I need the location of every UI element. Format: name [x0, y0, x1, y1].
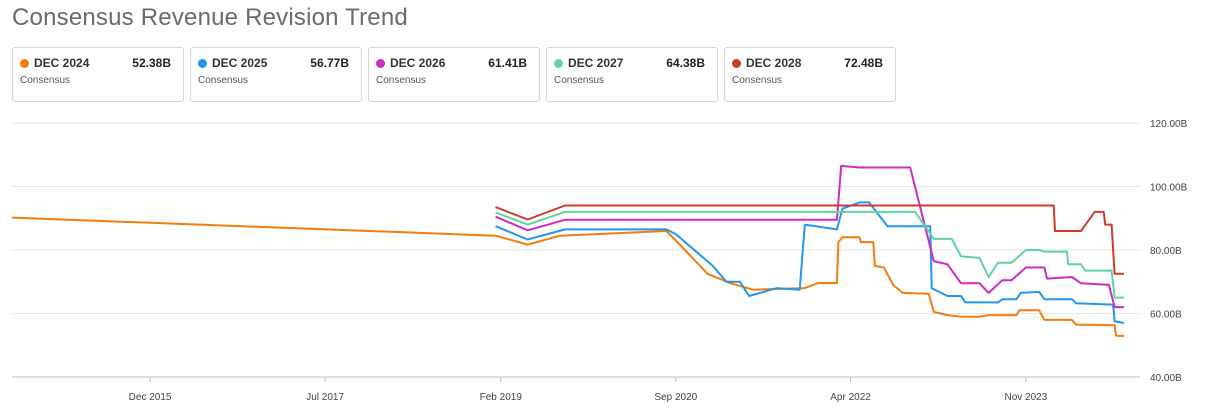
- series-value: 64.38B: [666, 56, 705, 70]
- series-subtitle: Consensus: [732, 75, 783, 86]
- series-color-dot: [198, 59, 207, 68]
- x-tick-label: Dec 2015: [129, 392, 172, 403]
- legend-card-dec-2024[interactable]: DEC 2024 52.38B Consensus: [12, 47, 184, 102]
- series-line-dec-2024[interactable]: [11, 216, 1125, 337]
- y-tick-label: 80.00B: [1150, 246, 1182, 257]
- legend-card-dec-2027[interactable]: DEC 2027 64.38B Consensus: [546, 47, 718, 102]
- series-line-dec-2025[interactable]: [495, 201, 1125, 324]
- y-tick-label: 40.00B: [1150, 373, 1182, 384]
- series-subtitle: Consensus: [554, 75, 605, 86]
- series-value: 52.38B: [132, 56, 171, 70]
- y-axis: 40.00B 60.00B 80.00B 100.00B 120.00B: [1150, 119, 1188, 384]
- series-line-dec-2027[interactable]: [495, 210, 1124, 299]
- legend-card-dec-2028[interactable]: DEC 2028 72.48B Consensus: [724, 47, 896, 102]
- series-value: 72.48B: [844, 56, 883, 70]
- y-tick-label: 60.00B: [1150, 310, 1182, 321]
- legend-card-dec-2026[interactable]: DEC 2026 61.41B Consensus: [368, 47, 540, 102]
- x-tick-label: Nov 2023: [1004, 392, 1047, 403]
- series-subtitle: Consensus: [198, 75, 249, 86]
- x-axis: Dec 2015 Jul 2017 Feb 2019 Sep 2020 Apr 2022…: [129, 377, 1048, 403]
- series-name: DEC 2028: [746, 56, 802, 70]
- series-name: DEC 2027: [568, 56, 624, 70]
- series-subtitle: Consensus: [376, 75, 427, 86]
- series-value: 61.41B: [488, 56, 527, 70]
- series-color-dot: [20, 59, 29, 68]
- grid-lines: [12, 122, 1140, 378]
- series-name: DEC 2026: [390, 56, 446, 70]
- series-subtitle: Consensus: [20, 75, 71, 86]
- x-tick-label: Sep 2020: [654, 392, 697, 403]
- x-tick-label: Apr 2022: [830, 392, 871, 403]
- series-line-dec-2026[interactable]: [495, 164, 1124, 309]
- series-color-dot: [732, 59, 741, 68]
- series-lines: [11, 164, 1125, 337]
- series-value: 56.77B: [310, 56, 349, 70]
- series-color-dot: [376, 59, 385, 68]
- series-name: DEC 2024: [34, 56, 90, 70]
- series-line-dec-2028[interactable]: [495, 204, 1124, 275]
- y-tick-label: 120.00B: [1150, 119, 1188, 130]
- chart-title: Consensus Revenue Revision Trend: [12, 4, 408, 31]
- y-tick-label: 100.00B: [1150, 183, 1188, 194]
- x-tick-label: Feb 2019: [480, 392, 523, 403]
- series-color-dot: [554, 59, 563, 68]
- legend-card-dec-2025[interactable]: DEC 2025 56.77B Consensus: [190, 47, 362, 102]
- series-name: DEC 2025: [212, 56, 268, 70]
- x-tick-label: Jul 2017: [306, 392, 344, 403]
